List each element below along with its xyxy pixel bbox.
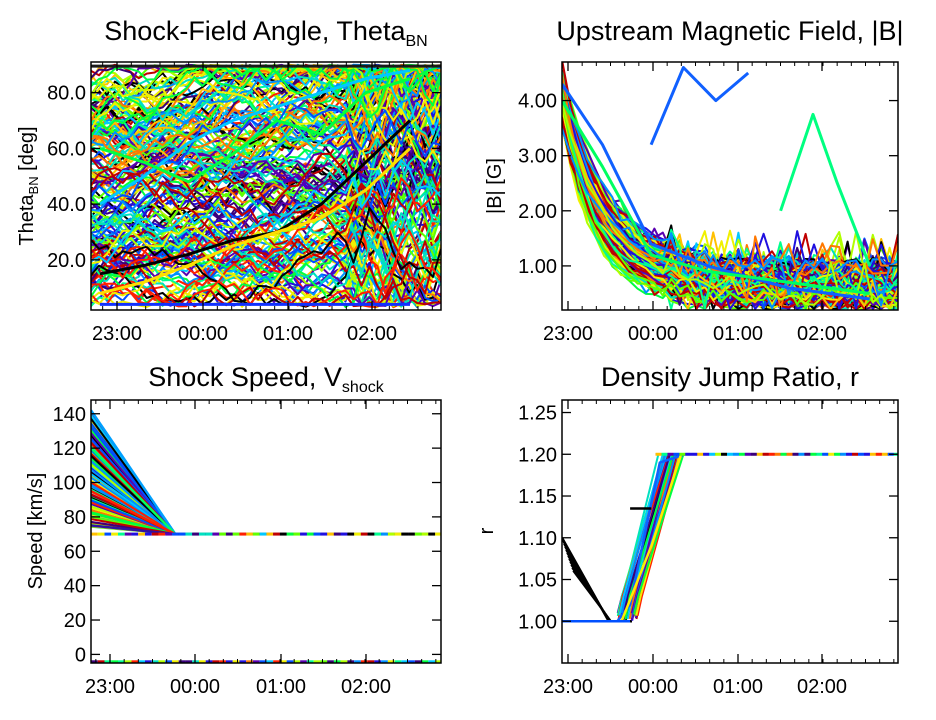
bfield-trace-key-2 xyxy=(649,66,750,146)
vshock-ytick-label-2: 40 xyxy=(64,576,86,598)
theta-trace-169 xyxy=(91,207,441,303)
theta-trace-144 xyxy=(91,159,441,237)
vshock-ytick-label-3: 60 xyxy=(64,541,86,563)
panel-ratio-xtick-3: 02:00 xyxy=(797,676,847,698)
panel-vshock: Shock Speed, Vshock Speed [km/s] 0 20 40 60… xyxy=(25,362,442,698)
theta-trace-163 xyxy=(91,64,441,115)
panel-vshock-xtick-1: 00:00 xyxy=(170,676,220,698)
bfield-trace-key-0 xyxy=(562,83,870,301)
panel-ratio: Density Jump Ratio, r r 1.00 1.05 1.10 1.15… xyxy=(476,362,899,698)
panel-ratio-xtick-2: 01:00 xyxy=(713,676,763,698)
theta-trace-177 xyxy=(91,64,441,138)
panel-vshock-title: Shock Speed, Vshock xyxy=(148,362,384,396)
bfield-ytick-label-3: 4.00 xyxy=(518,91,557,113)
vshock-ytick-label-0: 0 xyxy=(75,644,86,666)
panel-vshock-frame xyxy=(90,399,442,664)
theta-trace-176 xyxy=(91,159,441,264)
panel-vshock-ylabel: Speed [km/s] xyxy=(25,473,47,590)
theta-trace-167 xyxy=(91,76,441,185)
ratio-trace-22 xyxy=(624,453,898,619)
panel-bfield: Upstream Magnetic Field, |B| |B| [G] 1.0… xyxy=(484,16,904,345)
theta-ytick-label-1: 40.0 xyxy=(47,194,86,216)
ratio-trace-37 xyxy=(624,453,898,620)
ratio-ytick-label-4: 1.20 xyxy=(518,444,557,466)
bfield-trace-166 xyxy=(562,96,898,309)
panel-theta-ylabel: ThetaBN [deg] xyxy=(16,126,41,245)
panel-bfield-xtick-3: 02:00 xyxy=(797,323,847,345)
theta-trace-115 xyxy=(91,148,441,263)
panel-bfield-ylabel: |B| [G] xyxy=(484,158,506,214)
bfield-trace-162 xyxy=(562,79,898,310)
vshock-ytick-label-7: 140 xyxy=(53,404,86,426)
panel-ratio-title: Density Jump Ratio, r xyxy=(601,362,859,392)
vshock-ytick-label-5: 100 xyxy=(53,473,86,495)
theta-trace-150 xyxy=(91,64,441,139)
ratio-ytick-label-1: 1.05 xyxy=(518,570,557,592)
bfield-trace-156 xyxy=(562,90,898,310)
panel-theta-traces xyxy=(91,63,441,309)
theta-trace-158 xyxy=(91,63,441,158)
panel-ratio-xtick-1: 00:00 xyxy=(628,676,678,698)
vshock-ytick-label-1: 20 xyxy=(64,610,86,632)
ratio-ytick-label-0: 1.00 xyxy=(518,611,557,633)
theta-trace-142 xyxy=(91,212,441,308)
theta-trace-141 xyxy=(91,233,441,308)
bfield-trace-key-3 xyxy=(779,112,872,267)
panel-bfield-xtick-2: 01:00 xyxy=(713,323,763,345)
theta-trace-174 xyxy=(91,177,441,279)
panel-bfield-xtick-1: 00:00 xyxy=(628,323,678,345)
panel-theta-xtick-3: 02:00 xyxy=(347,323,397,345)
vshock-ytick-label-6: 120 xyxy=(53,438,86,460)
theta-trace-178 xyxy=(91,229,441,308)
panel-ratio-ticks: 1.00 1.05 1.10 1.15 1.20 1.25 xyxy=(518,400,898,663)
panel-bfield-xtick-0: 23:00 xyxy=(543,323,593,345)
vshock-ytick-label-4: 80 xyxy=(64,507,86,529)
bfield-trace-168 xyxy=(562,128,898,307)
panel-bfield-title: Upstream Magnetic Field, |B| xyxy=(556,16,903,46)
ratio-ytick-label-3: 1.15 xyxy=(518,486,557,508)
theta-trace-key-2 xyxy=(99,77,411,184)
theta-trace-173 xyxy=(91,63,441,116)
ratio-ytick-label-2: 1.10 xyxy=(518,528,557,550)
theta-ytick-label-0: 20.0 xyxy=(47,250,86,272)
panel-vshock-ticks: 0 20 40 60 80 100 120 140 xyxy=(53,400,441,666)
bfield-trace-167 xyxy=(562,74,898,303)
theta-ytick-label-2: 60.0 xyxy=(47,138,86,160)
panel-vshock-xtick-3: 02:00 xyxy=(341,676,391,698)
theta-trace-key-1 xyxy=(99,68,411,206)
theta-trace-key-3 xyxy=(99,147,412,295)
panel-theta-title: Shock-Field Angle, ThetaBN xyxy=(104,16,427,50)
panel-vshock-xtick-0: 23:00 xyxy=(85,676,135,698)
bfield-trace-key-1 xyxy=(562,99,870,295)
bfield-ytick-label-1: 2.00 xyxy=(518,201,557,223)
panel-theta-frame xyxy=(90,61,442,311)
panel-ratio-ylabel: r xyxy=(476,527,498,534)
panel-ratio-frame xyxy=(561,399,899,664)
panel-vshock-traces xyxy=(91,409,441,663)
panel-ratio-xtick-0: 23:00 xyxy=(543,676,593,698)
panel-theta-xtick-0: 23:00 xyxy=(92,323,142,345)
theta-trace-key-0 xyxy=(99,119,412,276)
theta-ytick-label-3: 80.0 xyxy=(47,83,86,105)
bfield-ytick-label-2: 3.00 xyxy=(518,146,557,168)
panel-theta-xtick-1: 00:00 xyxy=(178,323,228,345)
panel-ratio-traces xyxy=(562,452,898,623)
bfield-ytick-label-0: 1.00 xyxy=(518,256,557,278)
ratio-trace-29 xyxy=(617,453,898,621)
theta-trace-168 xyxy=(91,173,441,288)
panel-theta-ticks: 20.0 40.0 60.0 80.0 xyxy=(47,62,441,310)
panel-theta: Shock-Field Angle, ThetaBN ThetaBN [deg]… xyxy=(16,16,442,345)
theta-trace-166 xyxy=(91,152,441,295)
theta-trace-87 xyxy=(91,231,441,294)
panel-theta-xtick-2: 01:00 xyxy=(263,323,313,345)
ratio-ytick-label-5: 1.25 xyxy=(518,403,557,425)
panel-bfield-frame xyxy=(561,61,899,311)
panel-bfield-traces xyxy=(562,62,898,310)
panel-vshock-xtick-2: 01:00 xyxy=(256,676,306,698)
